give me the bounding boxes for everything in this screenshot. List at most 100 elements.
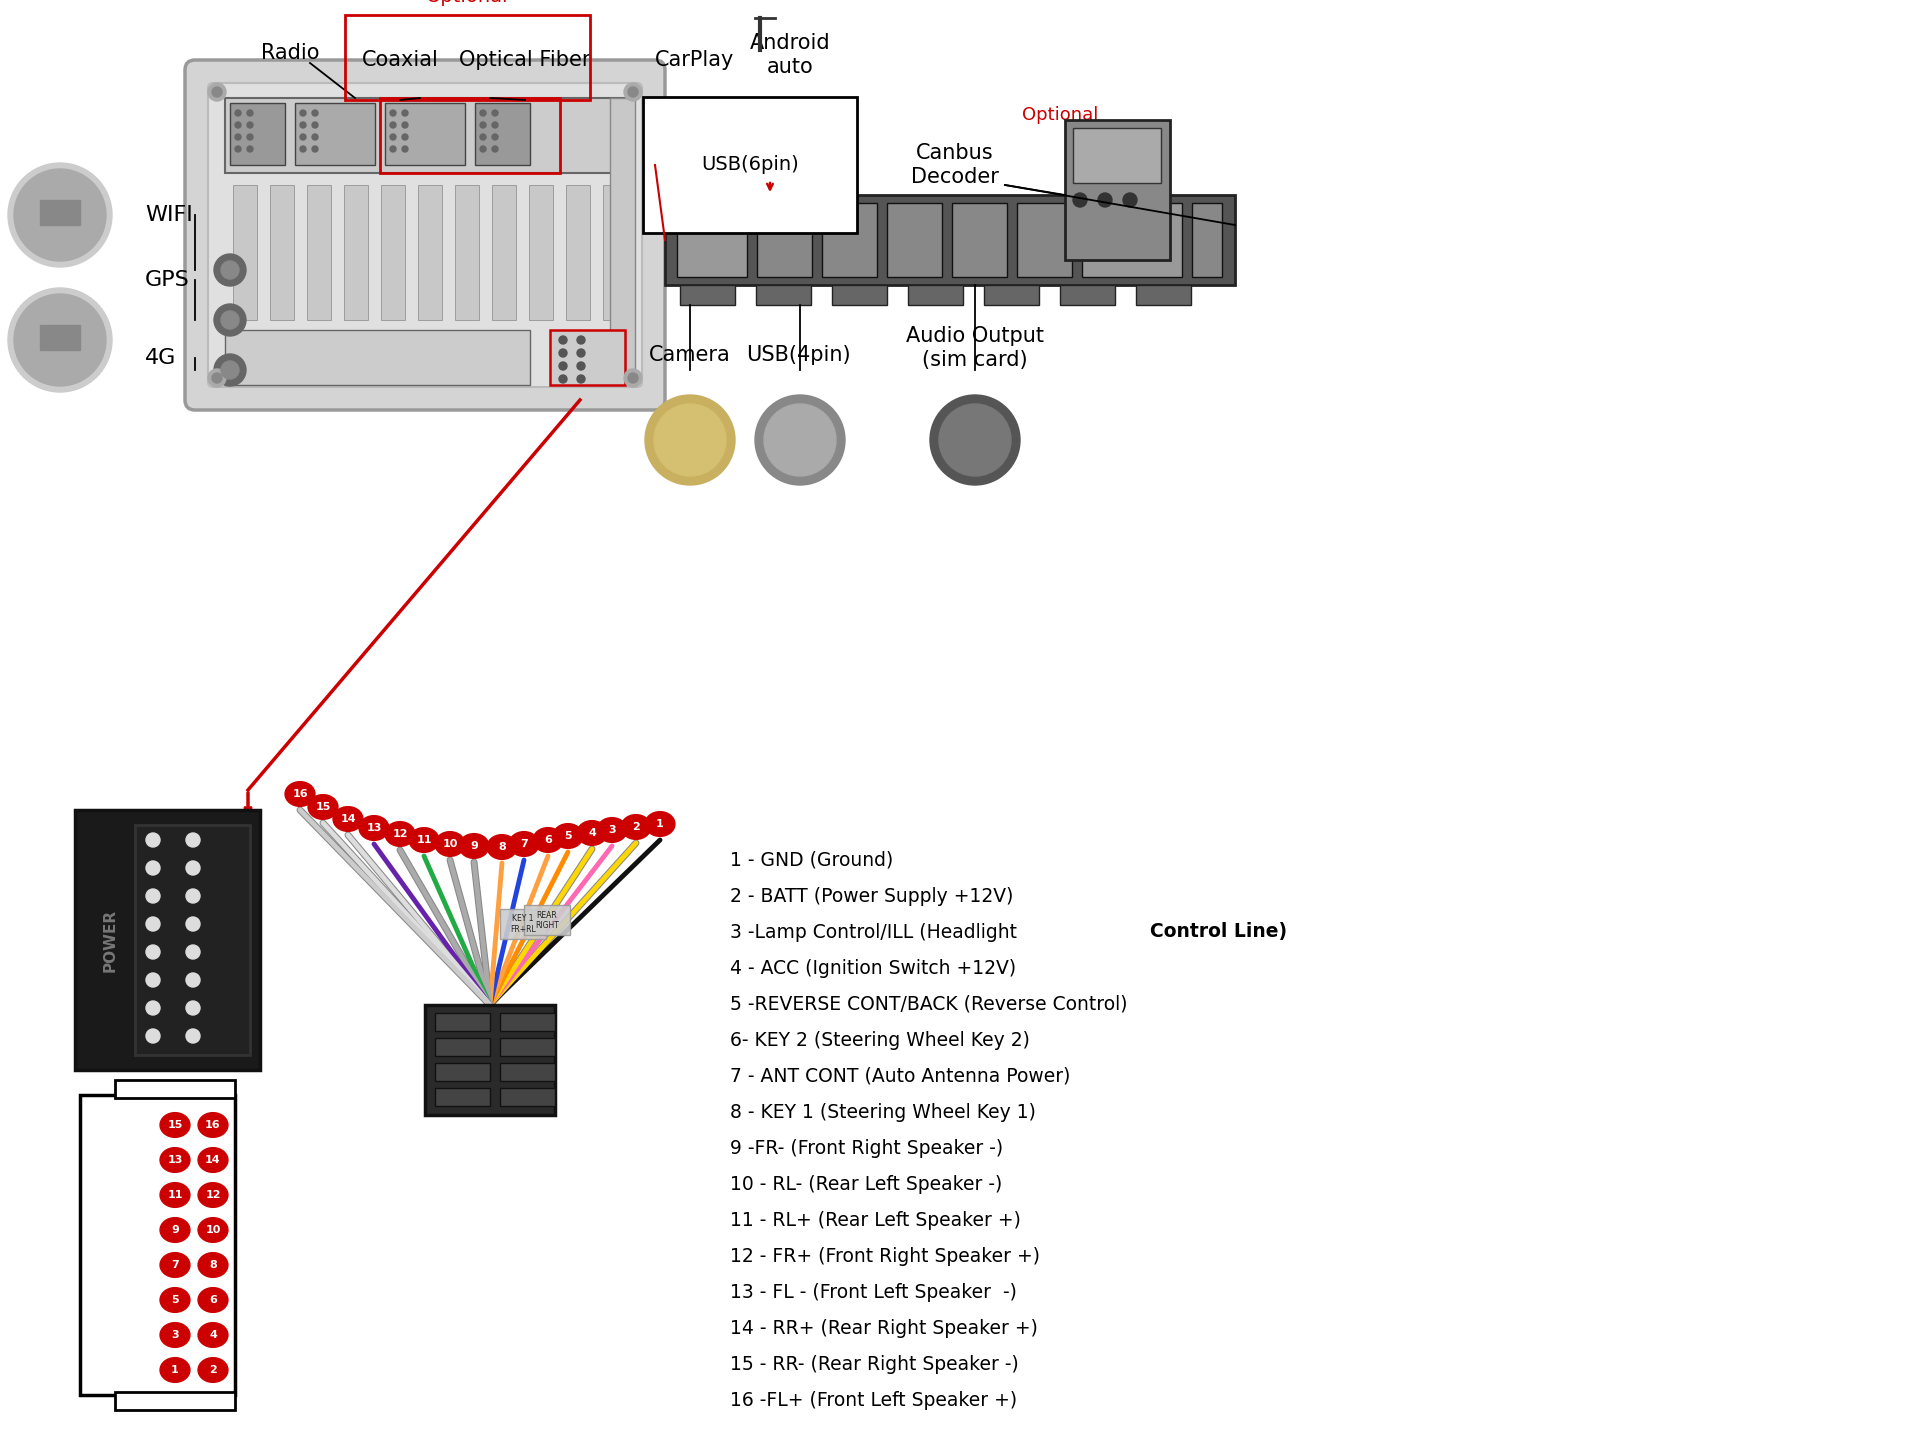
Text: 16: 16 [292, 789, 307, 799]
Ellipse shape [459, 833, 490, 858]
Text: 11: 11 [167, 1190, 182, 1200]
Text: 9: 9 [171, 1224, 179, 1234]
Text: 15: 15 [315, 802, 330, 812]
Bar [499, 1088, 555, 1106]
Circle shape [311, 147, 319, 152]
Text: 5 -REVERSE CONT/BACK (Reverse Control): 5 -REVERSE CONT/BACK (Reverse Control) [730, 994, 1127, 1013]
Text: 12 - FR+ (Front Right Speaker +): 12 - FR+ (Front Right Speaker +) [730, 1246, 1041, 1266]
Circle shape [207, 83, 227, 101]
Text: 6: 6 [543, 835, 551, 845]
Bar [499, 1063, 555, 1081]
Bar [115, 1081, 234, 1098]
Bar [424, 1004, 555, 1115]
Circle shape [211, 374, 223, 384]
Circle shape [401, 111, 407, 116]
Circle shape [146, 946, 159, 958]
Text: Optional: Optional [1021, 106, 1098, 124]
Text: 14: 14 [205, 1155, 221, 1165]
Bar [499, 1038, 555, 1056]
Circle shape [248, 111, 253, 116]
Circle shape [211, 88, 223, 98]
Ellipse shape [159, 1183, 190, 1207]
Circle shape [186, 1029, 200, 1043]
Text: 10: 10 [442, 839, 457, 849]
Text: Radio: Radio [261, 43, 319, 63]
Bar [566, 185, 589, 320]
Bar [1018, 203, 1071, 277]
Circle shape [248, 134, 253, 139]
Bar [887, 203, 943, 277]
Text: Canbus
Decoder: Canbus Decoder [912, 144, 998, 187]
Bar [225, 98, 626, 172]
Circle shape [221, 262, 238, 279]
Text: Control Line): Control Line) [1150, 923, 1286, 941]
Circle shape [186, 861, 200, 875]
Circle shape [146, 861, 159, 875]
Circle shape [628, 374, 637, 384]
Circle shape [624, 83, 641, 101]
Circle shape [492, 147, 497, 152]
Ellipse shape [578, 821, 607, 845]
Ellipse shape [159, 1358, 190, 1382]
Text: 13: 13 [167, 1155, 182, 1165]
Text: Optional: Optional [426, 0, 509, 7]
Bar [664, 195, 1235, 285]
Text: 14: 14 [340, 813, 355, 823]
Circle shape [755, 395, 845, 486]
Circle shape [146, 973, 159, 987]
Text: 6- KEY 2 (Steering Wheel Key 2): 6- KEY 2 (Steering Wheel Key 2) [730, 1030, 1029, 1049]
Text: 10 - RL- (Rear Left Speaker -): 10 - RL- (Rear Left Speaker -) [730, 1174, 1002, 1194]
Circle shape [300, 111, 305, 116]
Circle shape [186, 1002, 200, 1015]
Bar [611, 98, 636, 374]
Ellipse shape [553, 823, 584, 848]
Bar [756, 285, 810, 305]
Ellipse shape [488, 835, 516, 859]
Bar [756, 203, 812, 277]
Bar [296, 103, 374, 165]
Ellipse shape [307, 795, 338, 819]
FancyBboxPatch shape [207, 83, 641, 387]
Circle shape [8, 162, 111, 267]
Text: 8: 8 [497, 842, 505, 852]
Ellipse shape [198, 1217, 228, 1243]
Text: USB(4pin): USB(4pin) [745, 345, 851, 365]
Text: 10: 10 [205, 1224, 221, 1234]
Text: 2 - BATT (Power Supply +12V): 2 - BATT (Power Supply +12V) [730, 887, 1014, 905]
Bar [499, 910, 545, 938]
Text: 11 - RL+ (Rear Left Speaker +): 11 - RL+ (Rear Left Speaker +) [730, 1210, 1021, 1230]
Bar [436, 1063, 490, 1081]
Ellipse shape [386, 822, 415, 846]
Text: 4 - ACC (Ignition Switch +12V): 4 - ACC (Ignition Switch +12V) [730, 958, 1016, 977]
Circle shape [300, 147, 305, 152]
Text: 4: 4 [588, 828, 595, 838]
Ellipse shape [620, 815, 651, 839]
Text: Android
auto: Android auto [749, 33, 829, 76]
Circle shape [492, 134, 497, 139]
Text: Coaxial: Coaxial [361, 50, 438, 70]
Circle shape [480, 111, 486, 116]
Circle shape [213, 305, 246, 336]
Bar [436, 1013, 490, 1030]
Ellipse shape [198, 1148, 228, 1173]
Circle shape [401, 147, 407, 152]
Ellipse shape [509, 832, 540, 856]
Bar [436, 1088, 490, 1106]
Circle shape [578, 375, 586, 384]
Circle shape [390, 134, 396, 139]
Text: USB(6pin): USB(6pin) [701, 155, 799, 174]
Circle shape [234, 147, 242, 152]
Circle shape [13, 295, 106, 387]
Text: 8: 8 [209, 1260, 217, 1270]
Ellipse shape [198, 1288, 228, 1312]
Ellipse shape [597, 818, 628, 842]
Bar [134, 825, 250, 1055]
Bar [436, 1038, 490, 1056]
Circle shape [146, 1029, 159, 1043]
Text: 14 - RR+ (Rear Right Speaker +): 14 - RR+ (Rear Right Speaker +) [730, 1319, 1039, 1338]
Circle shape [559, 336, 566, 343]
Text: CarPlay: CarPlay [655, 50, 735, 70]
Circle shape [300, 122, 305, 128]
Ellipse shape [198, 1358, 228, 1382]
Bar [75, 810, 259, 1071]
